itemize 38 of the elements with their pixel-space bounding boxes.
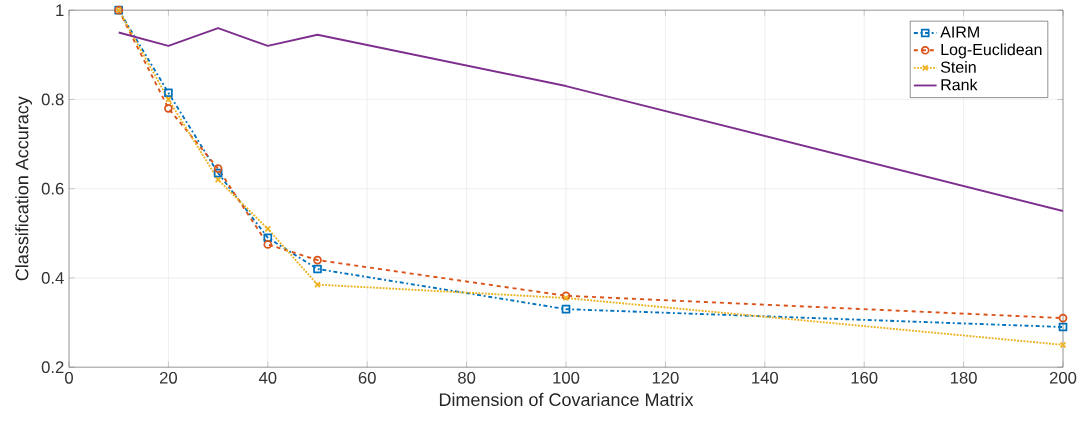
legend-label: Log-Euclidean — [941, 43, 1042, 59]
x-tick-label: 0 — [65, 371, 73, 384]
legend-label: Rank — [941, 78, 978, 91]
x-tick-label: 20 — [159, 371, 178, 384]
legend-label: Stein — [940, 61, 976, 73]
x-tick-label: 120 — [652, 371, 679, 384]
point — [1058, 322, 1068, 332]
x-tick-label: 160 — [851, 371, 878, 384]
y-tick-label: 0.2 — [41, 361, 64, 373]
point — [314, 281, 321, 288]
y-tick-label: 0.4 — [41, 271, 64, 284]
point — [164, 88, 173, 97]
x-tick-label: 200 — [1049, 371, 1077, 384]
point — [313, 264, 322, 274]
point — [213, 164, 223, 173]
legend-label: AIRM — [940, 26, 979, 38]
point — [263, 233, 273, 243]
point — [214, 176, 222, 183]
y-tick-label: 0.6 — [41, 182, 64, 195]
y-tick-label: 1 — [56, 4, 64, 16]
y-axis-title: Classification Accuracy — [15, 96, 32, 281]
line-series — [117, 27, 1063, 212]
x-tick-label: 100 — [553, 371, 580, 384]
point — [165, 96, 172, 103]
point — [1058, 313, 1068, 323]
point — [1059, 341, 1067, 349]
point — [164, 103, 173, 113]
x-tick-label: 80 — [458, 371, 476, 384]
point — [263, 240, 273, 249]
x-tick-label: 140 — [752, 371, 779, 384]
y-tick-label: 0.8 — [41, 93, 64, 106]
point — [313, 255, 322, 265]
point — [561, 304, 571, 314]
x-tick-label: 60 — [358, 371, 376, 384]
x-axis-title: Dimension of Covariance Matrix — [439, 392, 694, 406]
x-tick-label: 180 — [950, 371, 977, 384]
x-tick-label: 40 — [258, 371, 277, 384]
point — [213, 168, 223, 178]
